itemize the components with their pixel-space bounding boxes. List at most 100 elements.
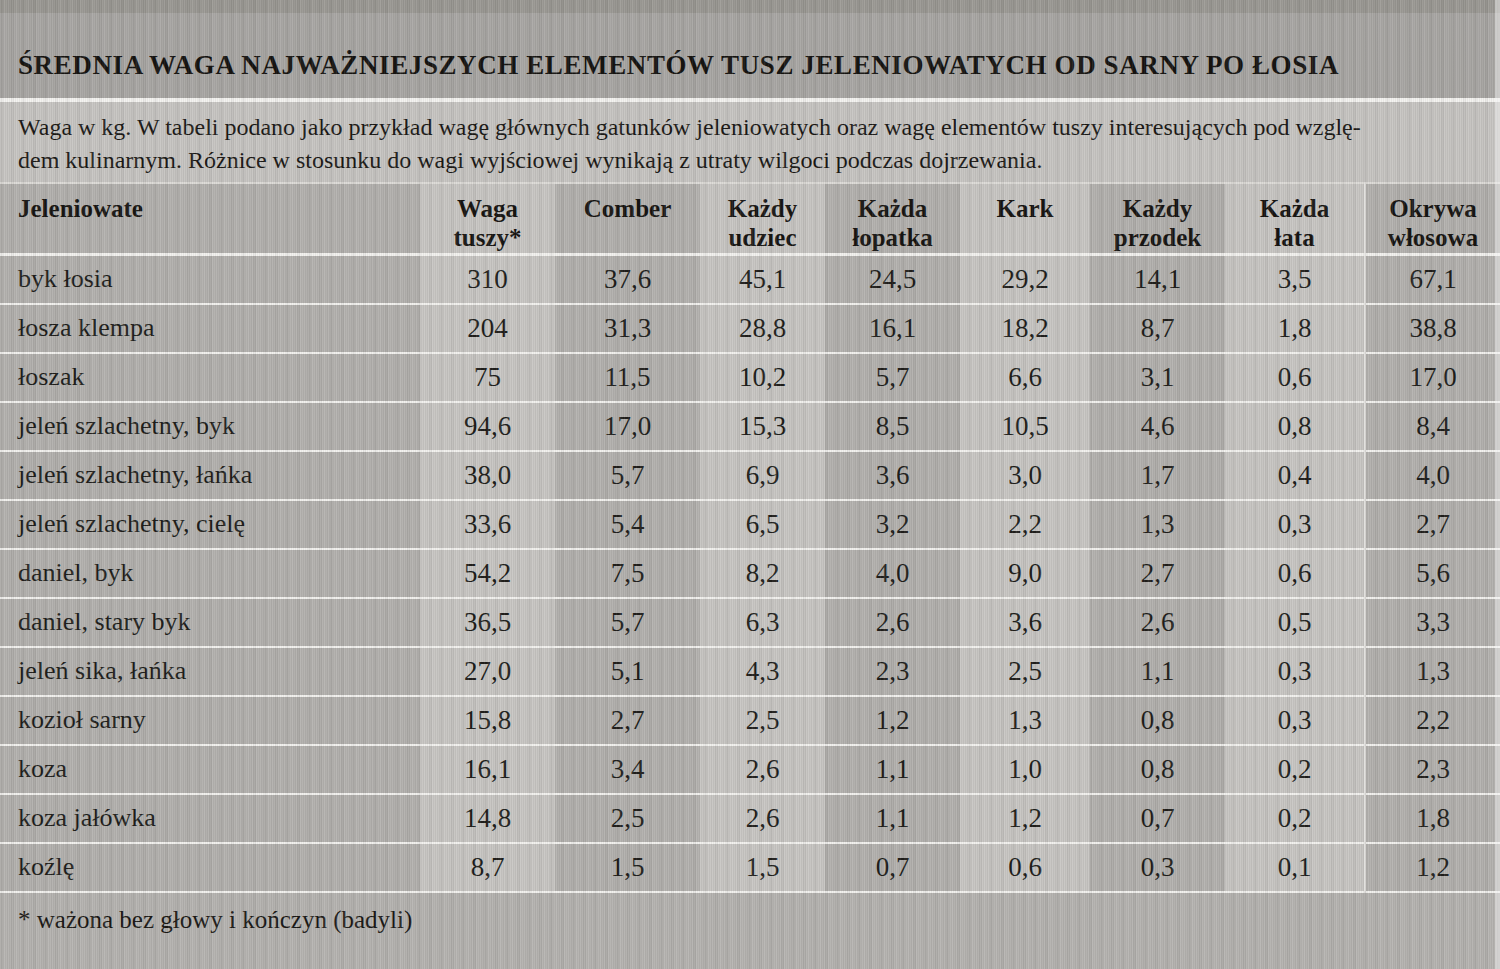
species-cell: koza jałówka (0, 794, 420, 843)
value-cell: 2,3 (825, 647, 960, 696)
value-cell: 0,2 (1225, 745, 1365, 794)
column-header: Każda łopatka (825, 183, 960, 255)
header-row: JeleniowateWaga tuszy*ComberKażdy udziec… (0, 183, 1500, 255)
value-cell: 5,6 (1365, 549, 1500, 598)
value-cell: 2,7 (555, 696, 700, 745)
column-header: Okrywa włosowa (1365, 183, 1500, 255)
value-cell: 15,3 (700, 402, 825, 451)
table-row: koźlę8,71,51,50,70,60,30,11,2 (0, 843, 1500, 892)
footnote: * ważona bez głowy i kończyn (badyli) (0, 893, 1500, 969)
value-cell: 14,1 (1090, 255, 1225, 304)
value-cell: 31,3 (555, 304, 700, 353)
value-cell: 2,5 (960, 647, 1090, 696)
weights-table: JeleniowateWaga tuszy*ComberKażdy udziec… (0, 182, 1500, 893)
value-cell: 0,3 (1225, 647, 1365, 696)
table-row: byk łosia31037,645,124,529,214,13,567,1 (0, 255, 1500, 304)
value-cell: 9,0 (960, 549, 1090, 598)
value-cell: 0,5 (1225, 598, 1365, 647)
value-cell: 1,3 (1365, 647, 1500, 696)
value-cell: 45,1 (700, 255, 825, 304)
value-cell: 8,5 (825, 402, 960, 451)
column-header: Każdy przodek (1090, 183, 1225, 255)
value-cell: 0,3 (1225, 696, 1365, 745)
value-cell: 310 (420, 255, 555, 304)
value-cell: 1,5 (555, 843, 700, 892)
table-row: kozioł sarny15,82,72,51,21,30,80,32,2 (0, 696, 1500, 745)
value-cell: 4,0 (1365, 451, 1500, 500)
page-title: ŚREDNIA WAGA NAJWAŻNIEJSZYCH ELEMENTÓW T… (18, 51, 1480, 79)
value-cell: 0,7 (825, 843, 960, 892)
value-cell: 16,1 (825, 304, 960, 353)
table-row: jeleń szlachetny, byk94,617,015,38,510,5… (0, 402, 1500, 451)
value-cell: 2,7 (1090, 549, 1225, 598)
column-header: Comber (555, 183, 700, 255)
value-cell: 11,5 (555, 353, 700, 402)
species-cell: kozioł sarny (0, 696, 420, 745)
table-row: koza jałówka14,82,52,61,11,20,70,21,8 (0, 794, 1500, 843)
table-row: daniel, byk54,27,58,24,09,02,70,65,6 (0, 549, 1500, 598)
value-cell: 75 (420, 353, 555, 402)
value-cell: 17,0 (1365, 353, 1500, 402)
species-cell: koza (0, 745, 420, 794)
value-cell: 1,1 (1090, 647, 1225, 696)
value-cell: 5,7 (825, 353, 960, 402)
value-cell: 0,7 (1090, 794, 1225, 843)
value-cell: 28,8 (700, 304, 825, 353)
table-body: byk łosia31037,645,124,529,214,13,567,1ł… (0, 255, 1500, 892)
value-cell: 36,5 (420, 598, 555, 647)
column-header: Jeleniowate (0, 183, 420, 255)
scanned-document-page: ŚREDNIA WAGA NAJWAŻNIEJSZYCH ELEMENTÓW T… (0, 0, 1500, 969)
value-cell: 10,5 (960, 402, 1090, 451)
value-cell: 0,6 (1225, 353, 1365, 402)
value-cell: 4,6 (1090, 402, 1225, 451)
value-cell: 3,6 (960, 598, 1090, 647)
value-cell: 1,7 (1090, 451, 1225, 500)
species-cell: jeleń sika, łańka (0, 647, 420, 696)
value-cell: 33,6 (420, 500, 555, 549)
value-cell: 0,1 (1225, 843, 1365, 892)
value-cell: 14,8 (420, 794, 555, 843)
value-cell: 4,0 (825, 549, 960, 598)
value-cell: 1,2 (825, 696, 960, 745)
value-cell: 0,2 (1225, 794, 1365, 843)
value-cell: 3,2 (825, 500, 960, 549)
value-cell: 27,0 (420, 647, 555, 696)
species-cell: daniel, stary byk (0, 598, 420, 647)
species-cell: daniel, byk (0, 549, 420, 598)
value-cell: 3,5 (1225, 255, 1365, 304)
value-cell: 8,7 (1090, 304, 1225, 353)
table-row: jeleń szlachetny, łańka38,05,76,93,63,01… (0, 451, 1500, 500)
value-cell: 5,1 (555, 647, 700, 696)
value-cell: 17,0 (555, 402, 700, 451)
value-cell: 38,8 (1365, 304, 1500, 353)
value-cell: 5,7 (555, 598, 700, 647)
value-cell: 5,7 (555, 451, 700, 500)
value-cell: 18,2 (960, 304, 1090, 353)
value-cell: 6,3 (700, 598, 825, 647)
column-header: Waga tuszy* (420, 183, 555, 255)
value-cell: 0,8 (1090, 696, 1225, 745)
table-row: jeleń szlachetny, cielę33,65,46,53,22,21… (0, 500, 1500, 549)
value-cell: 16,1 (420, 745, 555, 794)
value-cell: 4,3 (700, 647, 825, 696)
value-cell: 1,8 (1365, 794, 1500, 843)
value-cell: 204 (420, 304, 555, 353)
value-cell: 7,5 (555, 549, 700, 598)
value-cell: 0,6 (1225, 549, 1365, 598)
value-cell: 1,1 (825, 794, 960, 843)
value-cell: 29,2 (960, 255, 1090, 304)
value-cell: 3,0 (960, 451, 1090, 500)
table-row: daniel, stary byk36,55,76,32,63,62,60,53… (0, 598, 1500, 647)
value-cell: 15,8 (420, 696, 555, 745)
value-cell: 8,7 (420, 843, 555, 892)
value-cell: 2,7 (1365, 500, 1500, 549)
value-cell: 6,9 (700, 451, 825, 500)
value-cell: 2,2 (960, 500, 1090, 549)
value-cell: 94,6 (420, 402, 555, 451)
species-cell: jeleń szlachetny, łańka (0, 451, 420, 500)
table-description: Waga w kg. W tabeli podano jako przykład… (0, 102, 1500, 182)
value-cell: 1,1 (825, 745, 960, 794)
value-cell: 1,2 (1365, 843, 1500, 892)
table-row: łosza klempa20431,328,816,118,28,71,838,… (0, 304, 1500, 353)
table-row: łoszak7511,510,25,76,63,10,617,0 (0, 353, 1500, 402)
